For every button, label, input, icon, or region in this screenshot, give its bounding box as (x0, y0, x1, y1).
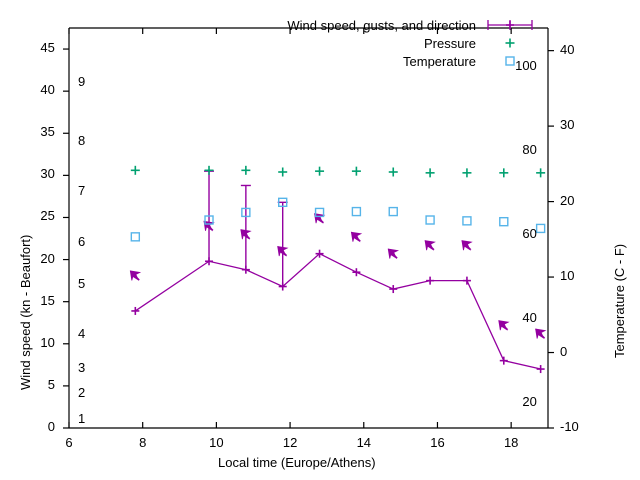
fahrenheit-label-100: 100 (515, 58, 537, 74)
legend-label-temperature: Temperature (403, 54, 476, 69)
y-tick-label-25: 25 (40, 208, 55, 224)
beaufort-label-8: 8 (78, 132, 86, 148)
y2-tick-label-20: 20 (560, 192, 575, 208)
wind-direction-arrow-head (387, 248, 400, 260)
y-tick-label-45: 45 (40, 40, 55, 56)
fahrenheit-label-80: 80 (522, 142, 537, 158)
wind-direction-arrow-head (535, 328, 547, 340)
beaufort-label-7: 7 (78, 183, 86, 199)
fahrenheit-label-60: 60 (522, 225, 537, 241)
data-series (129, 165, 547, 374)
beaufort-label-2: 2 (78, 385, 86, 401)
temperature-marker (351, 206, 362, 217)
beaufort-label-4: 4 (78, 326, 86, 342)
x-tick-label-8: 8 (139, 435, 147, 450)
temperature-marker (204, 215, 214, 225)
x-tick-label-14: 14 (356, 435, 372, 450)
y-tick-label-10: 10 (40, 334, 55, 350)
legend-temperature-square (505, 56, 515, 66)
y-axis-title: Wind speed (kn - Beaufort) (18, 234, 33, 390)
legend-glyphs (487, 20, 533, 66)
temperature-marker (499, 216, 509, 227)
fahrenheit-label-20: 20 (522, 394, 537, 410)
y-tick-label-30: 30 (40, 166, 55, 182)
y2-tick-label-0: 0 (560, 343, 568, 359)
temperature-marker (535, 223, 546, 234)
temperature-marker (425, 215, 435, 225)
legend-label-pressure: Pressure (423, 36, 476, 51)
y-tick-label-0: 0 (47, 419, 55, 434)
x-tick-label-18: 18 (503, 435, 519, 450)
fahrenheit-label-40: 40 (522, 310, 537, 326)
y2-tick-label-10: 10 (560, 268, 575, 284)
beaufort-label-6: 6 (78, 233, 86, 249)
temperature-marker (278, 197, 288, 208)
y-tick-label-5: 5 (47, 376, 55, 392)
legend-label-wind: Wind speed, gusts, and direction (287, 18, 476, 33)
y-tick-label-40: 40 (40, 82, 55, 98)
x-tick-label-6: 6 (65, 435, 73, 450)
beaufort-label-5: 5 (78, 275, 86, 291)
wind-direction-arrow-head (129, 270, 142, 282)
wind-direction-arrow-head (424, 240, 436, 251)
x-tick-label-10: 10 (209, 435, 224, 450)
x-tick-label-12: 12 (282, 435, 298, 450)
axes (68, 27, 549, 429)
temperature-marker (130, 232, 141, 242)
y2-axis-title: Temperature (C - F) (612, 243, 627, 358)
temperature-marker (388, 206, 398, 217)
wind-direction-arrow-head (498, 320, 510, 331)
y-tick-label-15: 15 (40, 292, 55, 308)
y-tick-label-35: 35 (40, 124, 55, 140)
wind-direction-arrow-head (461, 240, 473, 251)
beaufort-label-9: 9 (78, 73, 86, 89)
wind-speed-line (134, 252, 541, 370)
beaufort-label-3: 3 (78, 360, 86, 376)
wind-direction-arrow-head (350, 231, 363, 243)
y2-tick-label-30: 30 (560, 117, 575, 133)
y2-tick-label-40: 40 (560, 41, 575, 57)
temperature-marker (314, 207, 325, 218)
temperature-marker (241, 207, 251, 218)
beaufort-label-1: 1 (78, 410, 86, 426)
x-tick-label-16: 16 (430, 435, 445, 450)
temperature-marker (462, 216, 472, 226)
x-axis-title: Local time (Europe/Athens) (218, 455, 376, 470)
wind-direction-arrow-head (277, 246, 289, 257)
tick-marks (63, 28, 554, 429)
y2-tick-label--10: -10 (560, 419, 579, 434)
wind-direction-arrow-head (240, 229, 252, 240)
y-tick-label-20: 20 (40, 250, 55, 266)
